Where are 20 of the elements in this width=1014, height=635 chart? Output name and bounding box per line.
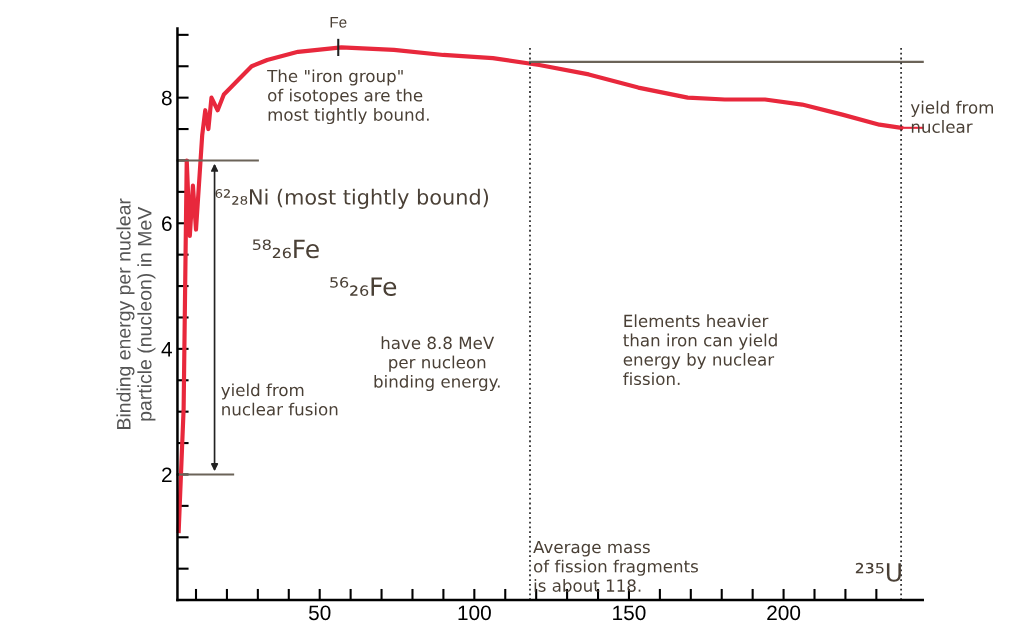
annotation: yield from nuclear	[910, 100, 993, 133]
annotation: Fe	[330, 17, 347, 28]
x-tick-label: 200	[767, 605, 801, 621]
x-tick-label: 50	[308, 605, 331, 621]
annotation: ²³⁵U	[855, 562, 901, 582]
x-tick-label: 100	[458, 605, 491, 621]
annotation: The "iron group" of isotopes are the most tightly bound.	[267, 69, 429, 125]
annotation: ⁵⁶₂₆Fe	[330, 277, 397, 296]
y-tick-label: 4	[161, 342, 172, 357]
annotation: have 8.8 MeV per nucleon binding energy.	[374, 336, 500, 392]
annotation: ⁶²₂₈Ni (most tightly bound)	[215, 188, 489, 209]
annotation: yield from nuclear fusion	[221, 383, 338, 416]
annotation: Elements heavier than iron can yield energy by nuclear fission.	[623, 314, 777, 386]
y-tick-label: 6	[162, 216, 172, 232]
annotation: Average mass of fission fragments is about 118.	[533, 540, 698, 592]
annotation: ⁵⁸₂₆Fe	[252, 239, 319, 259]
y-tick-label: 8	[161, 90, 172, 106]
x-tick-label: 150	[613, 605, 646, 621]
y-tick-label: 2	[162, 467, 172, 483]
y-axis-title: Binding energy per nuclear particle (nucleon) in MeV	[116, 198, 156, 429]
